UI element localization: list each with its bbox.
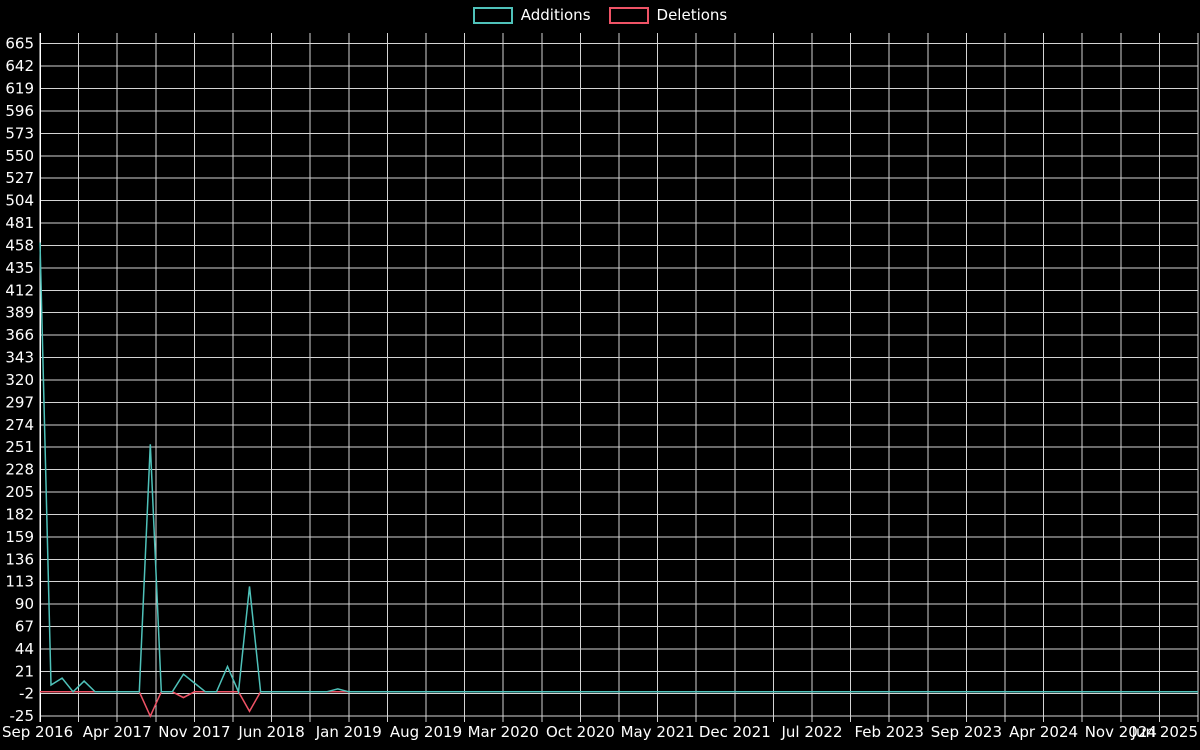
y-axis-tick-label: 665 [5,35,34,53]
y-axis-tick-label: 366 [5,326,34,344]
y-axis-tick-label: 274 [5,416,34,434]
legend-item-additions: Additions [472,6,591,24]
legend-item-deletions: Deletions [608,6,728,24]
y-axis-tick-label: 136 [5,550,34,568]
x-axis-tick-label: Apr 2017 [83,723,152,741]
x-axis-tick-label: Aug 2019 [390,723,462,741]
y-axis-tick-label: 412 [5,281,34,299]
y-axis-tick-label: -2 [19,685,34,703]
series-line-additions [39,242,1198,695]
x-axis-tick-label: Oct 2020 [546,723,615,741]
y-axis-tick-label: 504 [5,192,34,210]
y-axis-tick-label: 343 [5,349,34,367]
y-axis-tick-label: 113 [5,573,34,591]
x-axis-tick-label: Apr 2024 [1009,723,1078,741]
y-axis-tick-label: 619 [5,80,34,98]
y-axis-tick-label: 297 [5,393,34,411]
y-axis-tick-label: 44 [15,640,34,658]
y-axis-tick-label: -25 [10,707,35,725]
legend-label-deletions: Deletions [656,6,728,24]
y-axis-tick-label: 642 [5,57,34,75]
y-axis-tick-label: 159 [5,528,34,546]
y-axis-tick-label: 228 [5,461,34,479]
additions-swatch [472,7,513,24]
y-axis-tick-label: 182 [5,505,34,523]
y-axis-tick-label: 21 [15,662,34,680]
x-axis-tick-label: Jan 2019 [315,723,382,741]
x-axis-tick-label: Feb 2023 [854,723,924,741]
y-axis-tick-label: 573 [5,124,34,142]
y-axis-tick-label: 550 [5,147,34,165]
x-axis-tick-label: Nov 2024 [1085,723,1157,741]
x-axis-tick-label: Jun 2018 [237,723,304,741]
x-axis-tick-label: Mar 2020 [468,723,539,741]
y-axis-tick-label: 527 [5,169,34,187]
chart-legend: Additions Deletions [0,7,1200,24]
y-axis-tick-label: 90 [15,595,34,613]
y-axis-tick-label: 389 [5,304,34,322]
x-axis-tick-label: Dec 2021 [699,723,771,741]
y-axis-tick-label: 435 [5,259,34,277]
y-axis-tick-label: 458 [5,236,34,254]
y-axis-tick-label: 251 [5,438,34,456]
y-axis-tick-label: 596 [5,102,34,120]
legend-label-additions: Additions [520,6,591,24]
x-axis-tick-label: Sep 2023 [931,723,1002,741]
deletions-swatch [608,7,649,24]
x-axis-tick-label: Jun 2025 [1131,723,1198,741]
x-axis-tick-label: Nov 2017 [158,723,230,741]
y-axis-tick-label: 67 [15,618,34,636]
x-axis-tick-label: Sep 2016 [2,723,73,741]
x-axis-tick-label: May 2021 [621,723,695,741]
y-axis-tick-label: 320 [5,371,34,389]
x-axis-tick-label: Jul 2022 [780,723,842,741]
y-axis-tick-label: 205 [5,483,34,501]
y-axis-tick-label: 481 [5,214,34,232]
